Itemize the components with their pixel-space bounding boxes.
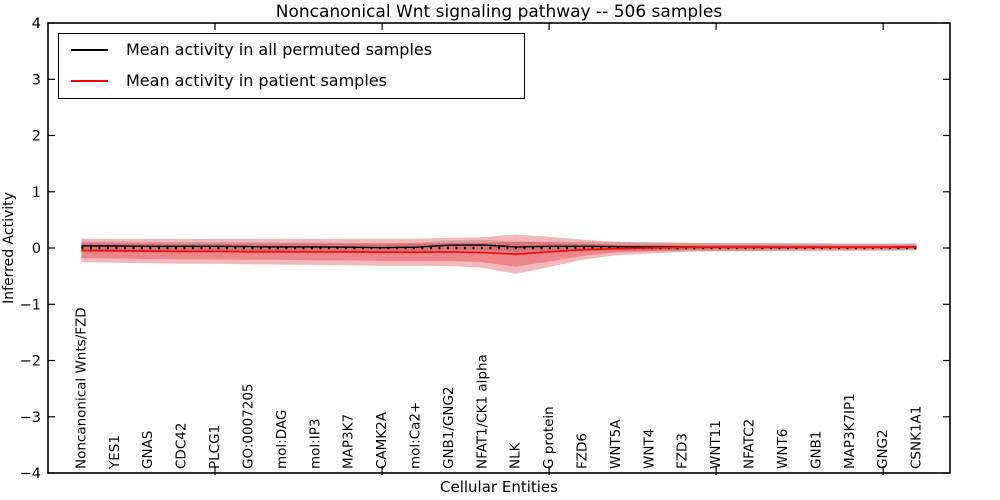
entity-label: WNT6 <box>775 429 791 469</box>
entity-label: mol:DAG <box>274 410 290 469</box>
entity-label: NFATC2 <box>742 419 758 469</box>
entity-label: NFAT1/CK1 alpha <box>474 354 490 469</box>
entity-label: GNB1 <box>808 431 824 469</box>
legend-item-patient: Mean activity in patient samples <box>59 65 524 96</box>
y-tick-label: 2 <box>32 129 41 145</box>
y-tick-label: 0 <box>32 241 41 257</box>
entity-label: FZD6 <box>575 433 591 469</box>
legend-label-patient: Mean activity in patient samples <box>126 71 387 90</box>
entity-label: NLK <box>508 441 524 469</box>
legend-item-permuted: Mean activity in all permuted samples <box>59 34 524 65</box>
legend-line-sample-red <box>71 79 108 82</box>
entity-label: WNT11 <box>708 420 724 469</box>
entity-label: mol:IP3 <box>307 419 323 469</box>
legend-line-sample-black <box>71 48 108 51</box>
entity-label: GO:0007205 <box>240 383 256 469</box>
entity-label: CDC42 <box>174 423 190 469</box>
legend-label-permuted: Mean activity in all permuted samples <box>126 40 433 59</box>
patient-mean-line <box>81 246 917 256</box>
entity-label: CSNK1A1 <box>909 406 925 469</box>
entity-label: GNG2 <box>875 429 891 469</box>
entity-label: PLCG1 <box>207 425 223 469</box>
y-tick-label: 4 <box>32 16 41 32</box>
entity-label: CAMK2A <box>374 411 390 469</box>
entity-label: YES1 <box>107 435 123 470</box>
entity-label: FZD3 <box>675 433 691 469</box>
y-axis-label: Inferred Activity <box>1 192 17 304</box>
y-tick-label: 1 <box>32 185 41 201</box>
entity-label: GNAS <box>140 431 156 469</box>
legend: Mean activity in all permuted samples Me… <box>58 33 525 99</box>
y-tick-label: −1 <box>20 297 41 313</box>
y-tick-label: 3 <box>32 72 41 88</box>
y-tick-label: −4 <box>20 466 41 482</box>
entity-label: Noncanonical Wnts/FZD <box>73 307 89 469</box>
entity-label: G protein <box>541 406 557 469</box>
entity-label: mol:Ca2+ <box>408 402 424 469</box>
entity-label: WNT5A <box>608 419 624 469</box>
x-axis-label: Cellular Entities <box>440 478 558 496</box>
chart-title: Noncanonical Wnt signaling pathway -- 50… <box>275 2 723 22</box>
entity-label: GNB1/GNG2 <box>441 386 457 469</box>
entity-label: WNT4 <box>641 429 657 469</box>
y-tick-label: −3 <box>20 410 41 426</box>
entity-label: MAP3K7 <box>341 414 357 469</box>
entity-label: MAP3K7IP1 <box>842 393 858 469</box>
y-tick-label: −2 <box>20 354 41 370</box>
